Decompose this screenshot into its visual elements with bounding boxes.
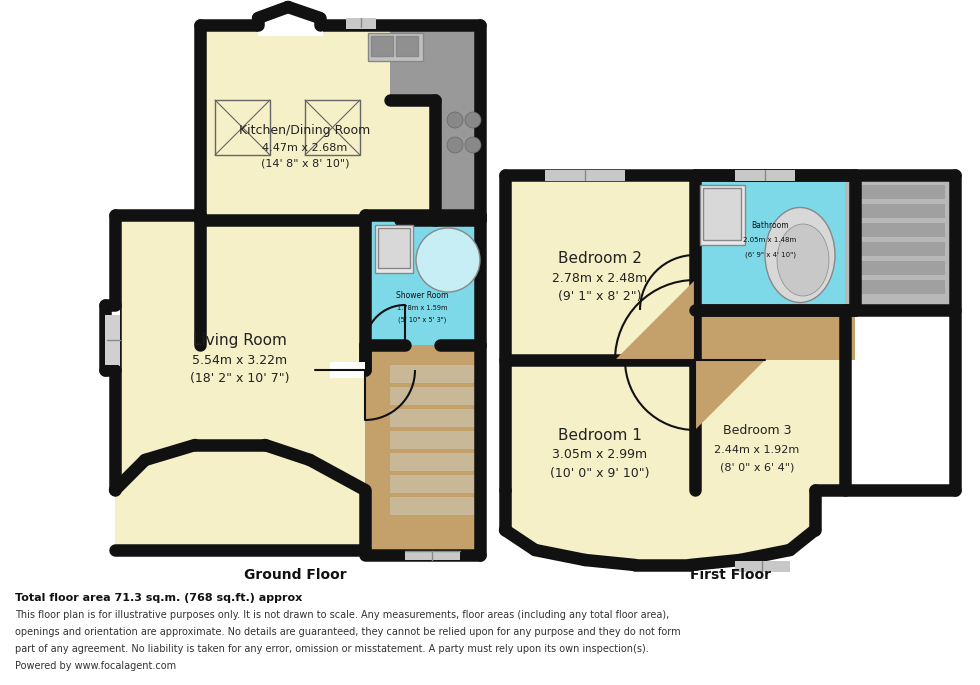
Polygon shape bbox=[505, 490, 815, 565]
Bar bbox=[390, 431, 475, 449]
Bar bbox=[305, 100, 360, 155]
Bar bbox=[371, 36, 393, 56]
Bar bbox=[390, 497, 475, 515]
Text: part of any agreement. No liability is taken for any error, omission or misstate: part of any agreement. No liability is t… bbox=[15, 644, 649, 654]
Bar bbox=[215, 100, 270, 155]
Text: 5.54m x 3.22m: 5.54m x 3.22m bbox=[192, 353, 287, 366]
Bar bbox=[700, 185, 745, 245]
Bar bbox=[850, 261, 945, 275]
Bar bbox=[735, 561, 790, 572]
Bar bbox=[390, 475, 475, 493]
Bar bbox=[368, 33, 423, 61]
Text: (18' 2" x 10' 7"): (18' 2" x 10' 7") bbox=[190, 371, 290, 384]
Circle shape bbox=[465, 137, 481, 153]
Text: (8' 0" x 6' 4"): (8' 0" x 6' 4") bbox=[720, 463, 794, 473]
Text: 2.78m x 2.48m: 2.78m x 2.48m bbox=[553, 271, 648, 284]
Bar bbox=[105, 315, 120, 365]
Bar bbox=[850, 242, 945, 256]
Text: Living Room: Living Room bbox=[193, 332, 287, 347]
Bar bbox=[365, 215, 480, 345]
Text: 2.05m x 1.48m: 2.05m x 1.48m bbox=[744, 237, 797, 243]
Bar bbox=[258, 18, 323, 36]
Text: First Floor: First Floor bbox=[690, 568, 770, 582]
Bar bbox=[850, 280, 945, 294]
Bar bbox=[850, 185, 945, 199]
Bar bbox=[390, 25, 480, 100]
Text: (14' 8" x 8' 10"): (14' 8" x 8' 10") bbox=[261, 158, 349, 168]
Bar bbox=[435, 25, 480, 220]
Text: (6' 9" x 4' 10"): (6' 9" x 4' 10") bbox=[745, 252, 796, 258]
Text: 4.47m x 2.68m: 4.47m x 2.68m bbox=[263, 143, 348, 153]
Polygon shape bbox=[505, 490, 693, 563]
Text: Powered by www.focalagent.com: Powered by www.focalagent.com bbox=[15, 661, 176, 671]
Bar bbox=[505, 175, 695, 360]
Text: Bedroom 3: Bedroom 3 bbox=[723, 423, 791, 436]
Text: Shower Room: Shower Room bbox=[396, 290, 448, 299]
Bar bbox=[390, 409, 475, 427]
Circle shape bbox=[416, 228, 480, 292]
Bar bbox=[855, 175, 955, 310]
Bar bbox=[703, 188, 741, 240]
Text: 2.44m x 1.92m: 2.44m x 1.92m bbox=[714, 445, 800, 455]
Bar bbox=[346, 18, 376, 29]
Polygon shape bbox=[615, 280, 695, 360]
Bar bbox=[396, 36, 418, 56]
Text: Bedroom 2: Bedroom 2 bbox=[558, 251, 642, 266]
Circle shape bbox=[447, 112, 463, 128]
Bar bbox=[850, 204, 945, 218]
Text: 3.05m x 2.99m: 3.05m x 2.99m bbox=[553, 449, 648, 462]
Ellipse shape bbox=[777, 224, 829, 296]
Bar bbox=[105, 305, 120, 370]
Text: This floor plan is for illustrative purposes only. It is not drawn to scale. Any: This floor plan is for illustrative purp… bbox=[15, 610, 669, 620]
Bar bbox=[390, 365, 475, 383]
Text: Bathroom: Bathroom bbox=[752, 221, 789, 229]
Bar bbox=[505, 360, 695, 490]
Bar bbox=[545, 170, 625, 181]
Text: (5' 10" x 5' 3"): (5' 10" x 5' 3") bbox=[398, 316, 446, 323]
Bar bbox=[735, 170, 795, 181]
Bar bbox=[390, 387, 475, 405]
Bar bbox=[390, 453, 475, 471]
Bar bbox=[695, 310, 855, 360]
Bar bbox=[390, 100, 435, 220]
Bar bbox=[378, 228, 410, 268]
Text: (10' 0" x 9' 10"): (10' 0" x 9' 10") bbox=[550, 466, 650, 479]
Text: Total floor area 71.3 sq.m. (768 sq.ft.) approx: Total floor area 71.3 sq.m. (768 sq.ft.)… bbox=[15, 593, 302, 603]
Polygon shape bbox=[695, 490, 813, 560]
Bar bbox=[375, 225, 413, 273]
Bar bbox=[365, 345, 480, 555]
Text: openings and orientation are approximate. No details are guaranteed, they cannot: openings and orientation are approximate… bbox=[15, 627, 681, 637]
Text: 1.78m x 1.59m: 1.78m x 1.59m bbox=[397, 305, 447, 311]
Bar bbox=[200, 25, 435, 220]
Bar bbox=[405, 551, 460, 560]
Bar bbox=[845, 175, 955, 310]
Circle shape bbox=[465, 112, 481, 128]
Bar bbox=[695, 360, 850, 490]
Bar bbox=[695, 175, 855, 310]
Polygon shape bbox=[115, 445, 365, 550]
Text: Kitchen/Dining Room: Kitchen/Dining Room bbox=[239, 123, 370, 136]
Circle shape bbox=[447, 137, 463, 153]
Text: Ground Floor: Ground Floor bbox=[244, 568, 346, 582]
Bar bbox=[330, 362, 365, 378]
Text: (9' 1" x 8' 2"): (9' 1" x 8' 2") bbox=[559, 290, 642, 303]
Bar bbox=[115, 215, 365, 550]
Bar bbox=[850, 223, 945, 237]
Ellipse shape bbox=[765, 208, 835, 303]
Polygon shape bbox=[695, 360, 765, 430]
Text: Bedroom 1: Bedroom 1 bbox=[558, 427, 642, 443]
